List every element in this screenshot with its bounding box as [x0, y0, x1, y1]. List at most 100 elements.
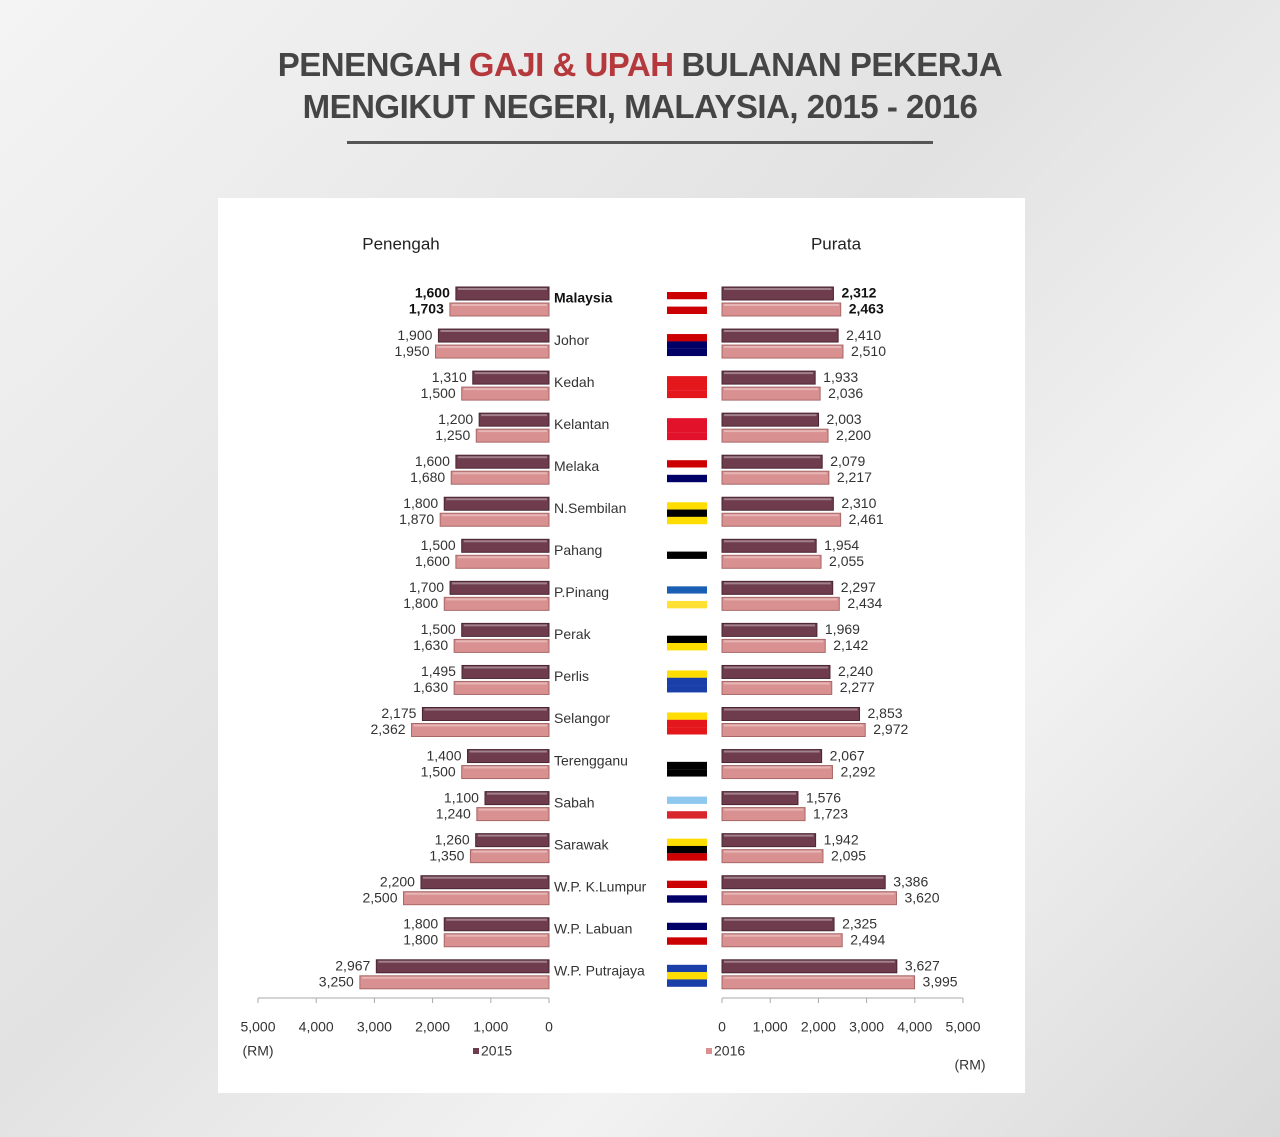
flag-stripe: [667, 376, 707, 384]
bar: [403, 891, 550, 906]
value-label: 2,510: [851, 343, 886, 359]
title-highlight: GAJI & UPAH: [468, 46, 674, 83]
value-label: 1,400: [426, 747, 461, 763]
legend-swatch: [473, 1048, 479, 1054]
bar: [721, 959, 898, 974]
x-tick-label: 4,000: [299, 1019, 334, 1035]
value-label: 2,494: [850, 931, 885, 947]
category-label: P.Pinang: [554, 584, 609, 600]
flag-stripe: [667, 643, 707, 651]
title-part: BULANAN PEKERJA: [681, 46, 1003, 83]
x-axis-label: (RM): [954, 1057, 985, 1073]
flag-stripe: [667, 895, 707, 903]
value-label: 2,434: [847, 595, 882, 611]
bar: [721, 791, 799, 806]
bar: [421, 707, 550, 721]
value-label: 1,350: [429, 847, 464, 863]
flag-stripe: [667, 551, 707, 559]
bar: [461, 765, 550, 780]
value-label: 1,240: [436, 805, 471, 821]
value-label: 1,680: [410, 469, 445, 485]
value-label: 2,095: [831, 847, 866, 863]
bar: [484, 791, 550, 806]
bar: [449, 302, 550, 317]
bar: [721, 622, 818, 637]
value-label: 2,312: [841, 285, 876, 301]
bar: [721, 833, 817, 848]
bar: [721, 975, 916, 990]
flag-stripe: [667, 383, 707, 391]
flag-stripe: [667, 635, 707, 644]
bar: [453, 680, 550, 695]
flag-stripe: [667, 719, 707, 728]
bar: [476, 807, 550, 822]
bar: [721, 875, 886, 890]
value-label: 2,142: [833, 637, 868, 653]
bar: [721, 428, 829, 443]
category-label: Sabah: [554, 794, 594, 810]
value-label: 1,260: [435, 831, 470, 847]
value-label: 1,630: [413, 637, 448, 653]
category-label: Melaka: [554, 458, 599, 474]
panel-title: Purata: [811, 234, 862, 253]
bar: [443, 596, 550, 611]
flag-stripe: [667, 516, 707, 525]
flag-stripe: [667, 845, 707, 854]
flag-stripe: [667, 838, 707, 847]
bar: [721, 344, 844, 359]
flag-stripe: [667, 761, 707, 770]
category-label: Terengganu: [554, 752, 628, 768]
bar: [721, 596, 840, 611]
bar: [721, 470, 830, 485]
bar: [721, 496, 834, 511]
value-label: 2,410: [846, 327, 881, 343]
value-label: 3,995: [923, 974, 958, 990]
value-label: 2,003: [827, 411, 862, 427]
x-tick-label: 1,000: [753, 1019, 788, 1035]
bar: [411, 723, 550, 737]
value-label: 1,630: [413, 679, 448, 695]
legend-swatch: [706, 1048, 712, 1054]
bar: [721, 538, 817, 553]
flag-stripe: [667, 796, 707, 804]
x-tick-label: 0: [545, 1019, 553, 1035]
flag-stripe: [667, 509, 707, 517]
x-tick-label: 2,000: [415, 1019, 450, 1035]
flag-stripe: [667, 292, 707, 300]
x-tick-label: 0: [718, 1019, 726, 1035]
value-label: 3,627: [905, 958, 940, 974]
bar: [721, 891, 897, 906]
title-rule: [347, 141, 933, 144]
value-label: 1,703: [409, 301, 444, 317]
bar: [721, 554, 822, 569]
flag-stripe: [667, 432, 707, 441]
x-axis-label: (RM): [242, 1043, 273, 1059]
value-label: 2,310: [841, 495, 876, 511]
flag-stripe: [667, 600, 707, 609]
title-part: MENGIKUT NEGERI, MALAYSIA, 2015 - 2016: [302, 88, 978, 125]
flag-stripe: [667, 586, 707, 594]
value-label: 1,954: [824, 537, 859, 553]
value-label: 2,297: [841, 579, 876, 595]
flag-stripe: [667, 888, 707, 896]
flag-stripe: [667, 348, 707, 357]
value-label: 1,800: [403, 931, 438, 947]
flag-stripe: [667, 558, 707, 567]
flag-stripe: [667, 880, 707, 889]
value-label: 2,972: [873, 721, 908, 737]
category-label: W.P. Putrajaya: [554, 963, 645, 979]
bar: [467, 749, 550, 764]
value-label: 2,500: [362, 889, 397, 905]
value-label: 2,277: [840, 679, 875, 695]
value-label: 1,100: [444, 789, 479, 805]
panel-title: Penengah: [362, 234, 440, 253]
flag-stripe: [667, 811, 707, 819]
value-label: 1,800: [403, 495, 438, 511]
bar: [450, 470, 550, 485]
value-label: 1,950: [394, 343, 429, 359]
value-label: 1,870: [399, 511, 434, 527]
value-label: 1,250: [435, 427, 470, 443]
value-label: 2,325: [842, 915, 877, 931]
value-label: 1,500: [421, 385, 456, 401]
